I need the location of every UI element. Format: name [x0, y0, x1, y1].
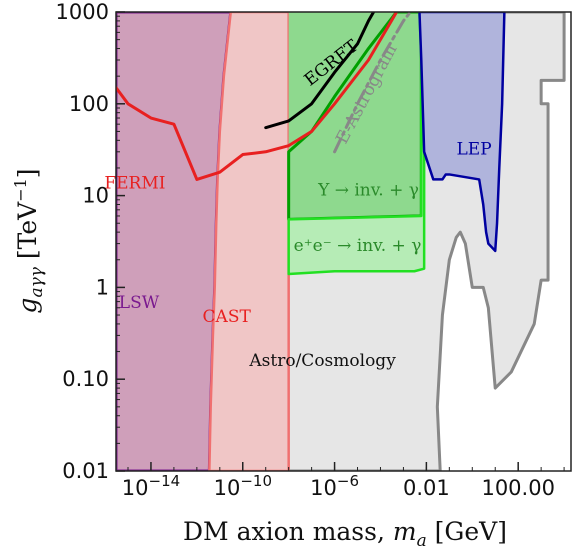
x-tick-label: 10−6 — [310, 472, 359, 500]
label-astro-cosmology: Astro/Cosmology — [248, 351, 396, 371]
y-axis-title: gaγγ [TeV−1] — [11, 168, 47, 313]
x-axis-title: DM axion mass, ma [GeV] — [183, 517, 507, 551]
x-tick-label: 10−14 — [122, 472, 180, 500]
label-e-e-inv: e⁺e⁻ → inv. + γ — [294, 236, 422, 256]
y-tick-label: 0.01 — [62, 459, 109, 483]
y-tick-label: 1 — [96, 275, 109, 299]
x-tick-label: 10−10 — [214, 472, 272, 500]
y-tick-label: 100 — [69, 92, 109, 116]
label-cast: CAST — [203, 307, 252, 327]
label-lep: LEP — [457, 140, 492, 160]
line-fermi — [116, 12, 399, 181]
label-inv: Υ → inv. + γ — [317, 181, 419, 201]
lines-layer — [116, 12, 412, 181]
region-lep-6 — [418, 12, 506, 253]
plot-frame — [115, 11, 572, 472]
line-e-astrogram — [333, 12, 412, 154]
label-lsw: LSW — [119, 293, 160, 313]
line-egret — [264, 12, 376, 130]
ticks-layer: 10−14 10−10 10−6 0.01 100.00 0.01 0.10 1 10 100 10… — [56, 0, 565, 500]
label-fermi: FERMI — [104, 173, 165, 193]
y-tick-label: 0.10 — [62, 367, 109, 391]
x-tick-label: 100.00 — [481, 476, 554, 500]
x-tick-label: 0.01 — [403, 476, 450, 500]
y-tick-label: 1000 — [56, 0, 109, 24]
y-tick-label: 10 — [82, 184, 109, 208]
